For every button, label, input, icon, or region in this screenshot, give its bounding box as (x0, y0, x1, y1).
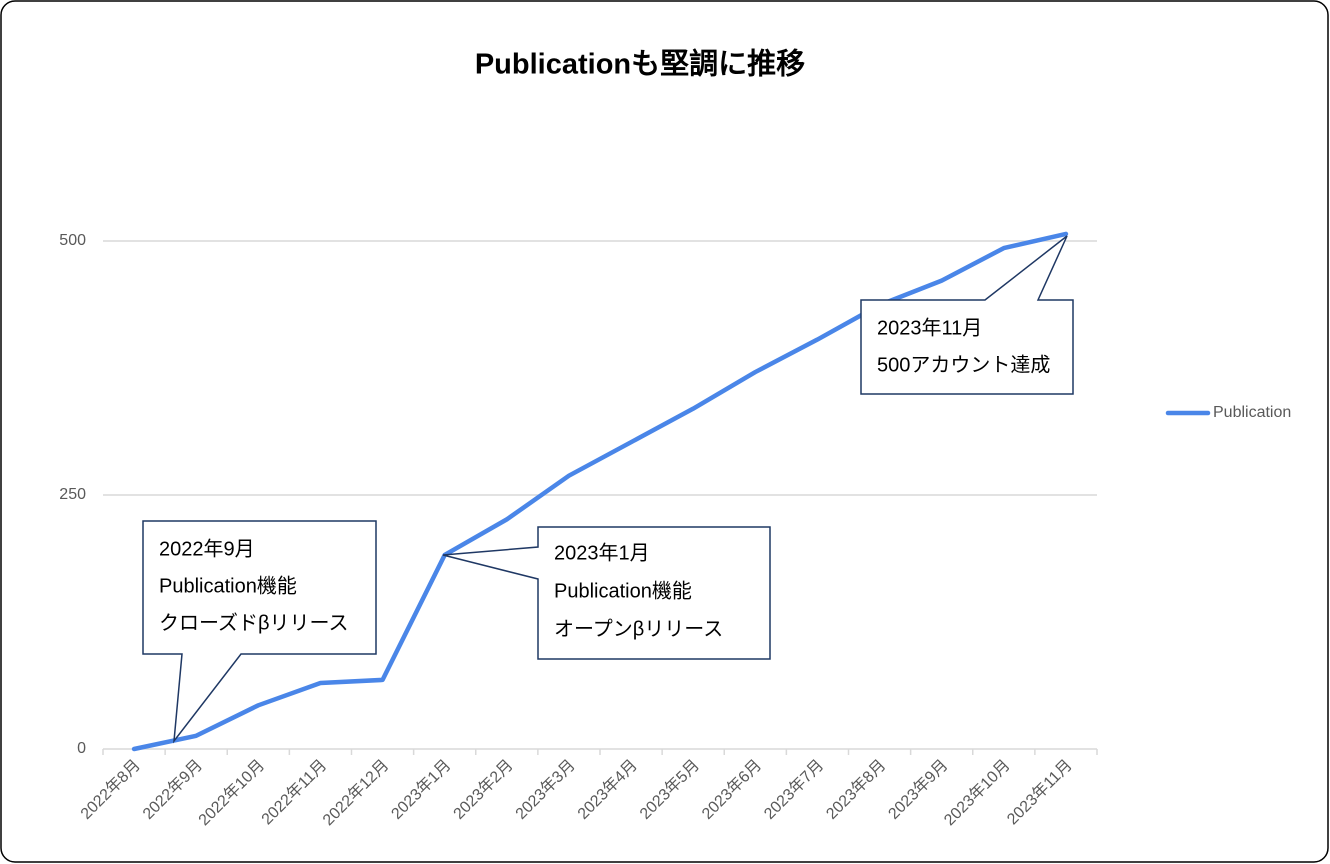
callout-box (142, 520, 377, 744)
chart-title: Publicationも堅調に推移 (475, 48, 805, 81)
callout-box (442, 526, 771, 660)
callout-text: クローズドβリリース (159, 611, 349, 634)
series-line (131, 231, 1069, 752)
callout-box (860, 235, 1074, 395)
y-tick-label: 0 (77, 740, 86, 757)
y-tick-label: 250 (59, 486, 86, 503)
callout: 2023年11月 500アカウント達成 (860, 235, 1074, 395)
callout-text: 500アカウント達成 (877, 353, 1050, 376)
callout-text: オープンβリリース (554, 618, 723, 640)
callout-text: Publication機能 (159, 574, 297, 597)
callout-text: Publication機能 (554, 579, 692, 602)
callout-text: 2023年1月 (554, 541, 650, 564)
y-tick-label: 500 (59, 232, 86, 249)
callout-text: 2022年9月 (159, 537, 255, 560)
callout-text: 2023年11月 (877, 316, 982, 339)
legend-label: Publication (1213, 404, 1291, 421)
